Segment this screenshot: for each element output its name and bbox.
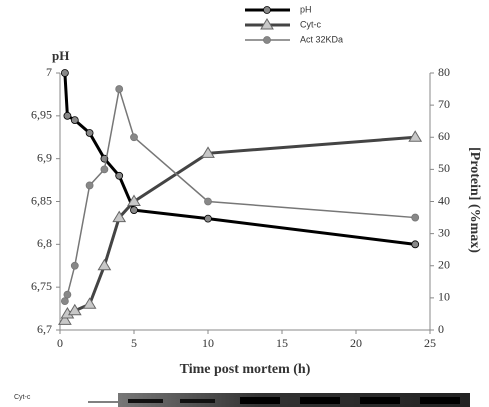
y2-tick-label: 10 — [438, 290, 450, 304]
y-tick-label: 6,8 — [37, 236, 52, 250]
y2-tick-label: 20 — [438, 258, 450, 272]
data-point — [97, 258, 112, 271]
data-point — [112, 210, 127, 223]
x-tick-label: 15 — [276, 336, 288, 350]
y-tick-label: 6,85 — [31, 193, 52, 207]
y-tick-label: 6,9 — [37, 150, 52, 164]
y2-tick-label: 60 — [438, 129, 450, 143]
y-tick-label: 6,75 — [31, 279, 52, 293]
data-point — [411, 213, 420, 222]
y2-tick-label: 40 — [438, 193, 450, 207]
blot-label: Cyt-c — [14, 394, 31, 401]
y2-tick-label: 0 — [438, 322, 444, 336]
data-point — [58, 313, 72, 325]
y2-tick-label: 50 — [438, 161, 450, 175]
data-point — [130, 206, 138, 214]
data-point — [60, 69, 69, 77]
x-tick-label: 0 — [57, 336, 63, 350]
legend-label: Act 32KDa — [300, 34, 343, 44]
y-axis-label: pH — [52, 48, 69, 63]
data-point — [201, 146, 215, 158]
data-point — [100, 165, 109, 174]
data-point — [82, 297, 97, 309]
data-point — [70, 116, 79, 125]
x-axis-label: Time post mortem (h) — [180, 362, 311, 377]
data-point — [67, 303, 82, 316]
y2-tick-label: 70 — [438, 97, 450, 111]
data-point — [85, 181, 94, 190]
data-point — [408, 130, 423, 142]
blot — [88, 393, 470, 407]
legend-marker — [263, 6, 271, 14]
data-point — [204, 214, 212, 223]
x-tick-label: 10 — [202, 336, 214, 350]
data-point — [115, 85, 124, 93]
y2-tick-label: 80 — [438, 65, 450, 79]
data-point — [63, 290, 72, 299]
x-tick-label: 25 — [424, 336, 436, 350]
data-point — [411, 240, 420, 249]
data-point — [60, 297, 69, 305]
data-point — [204, 197, 212, 206]
data-point — [130, 133, 138, 142]
x-tick-label: 5 — [131, 336, 137, 350]
y-tick-label: 6,7 — [37, 322, 52, 336]
legend-marker — [263, 36, 271, 44]
data-point — [115, 171, 124, 180]
series-line — [63, 135, 416, 321]
data-point — [85, 129, 94, 137]
y-tick-label: 6,95 — [31, 108, 52, 122]
data-point — [63, 111, 72, 120]
data-point — [70, 261, 79, 270]
legend-label: pH — [300, 4, 312, 14]
y2-tick-label: 30 — [438, 225, 450, 239]
legend-label: Cyt-c — [300, 19, 321, 29]
legend-marker — [260, 18, 274, 30]
x-tick-label: 20 — [350, 336, 362, 350]
series-line — [64, 88, 416, 302]
y-tick-label: 7 — [46, 65, 52, 79]
data-point — [127, 194, 141, 206]
y2-axis-label: [Protein] (%max) — [467, 147, 482, 253]
